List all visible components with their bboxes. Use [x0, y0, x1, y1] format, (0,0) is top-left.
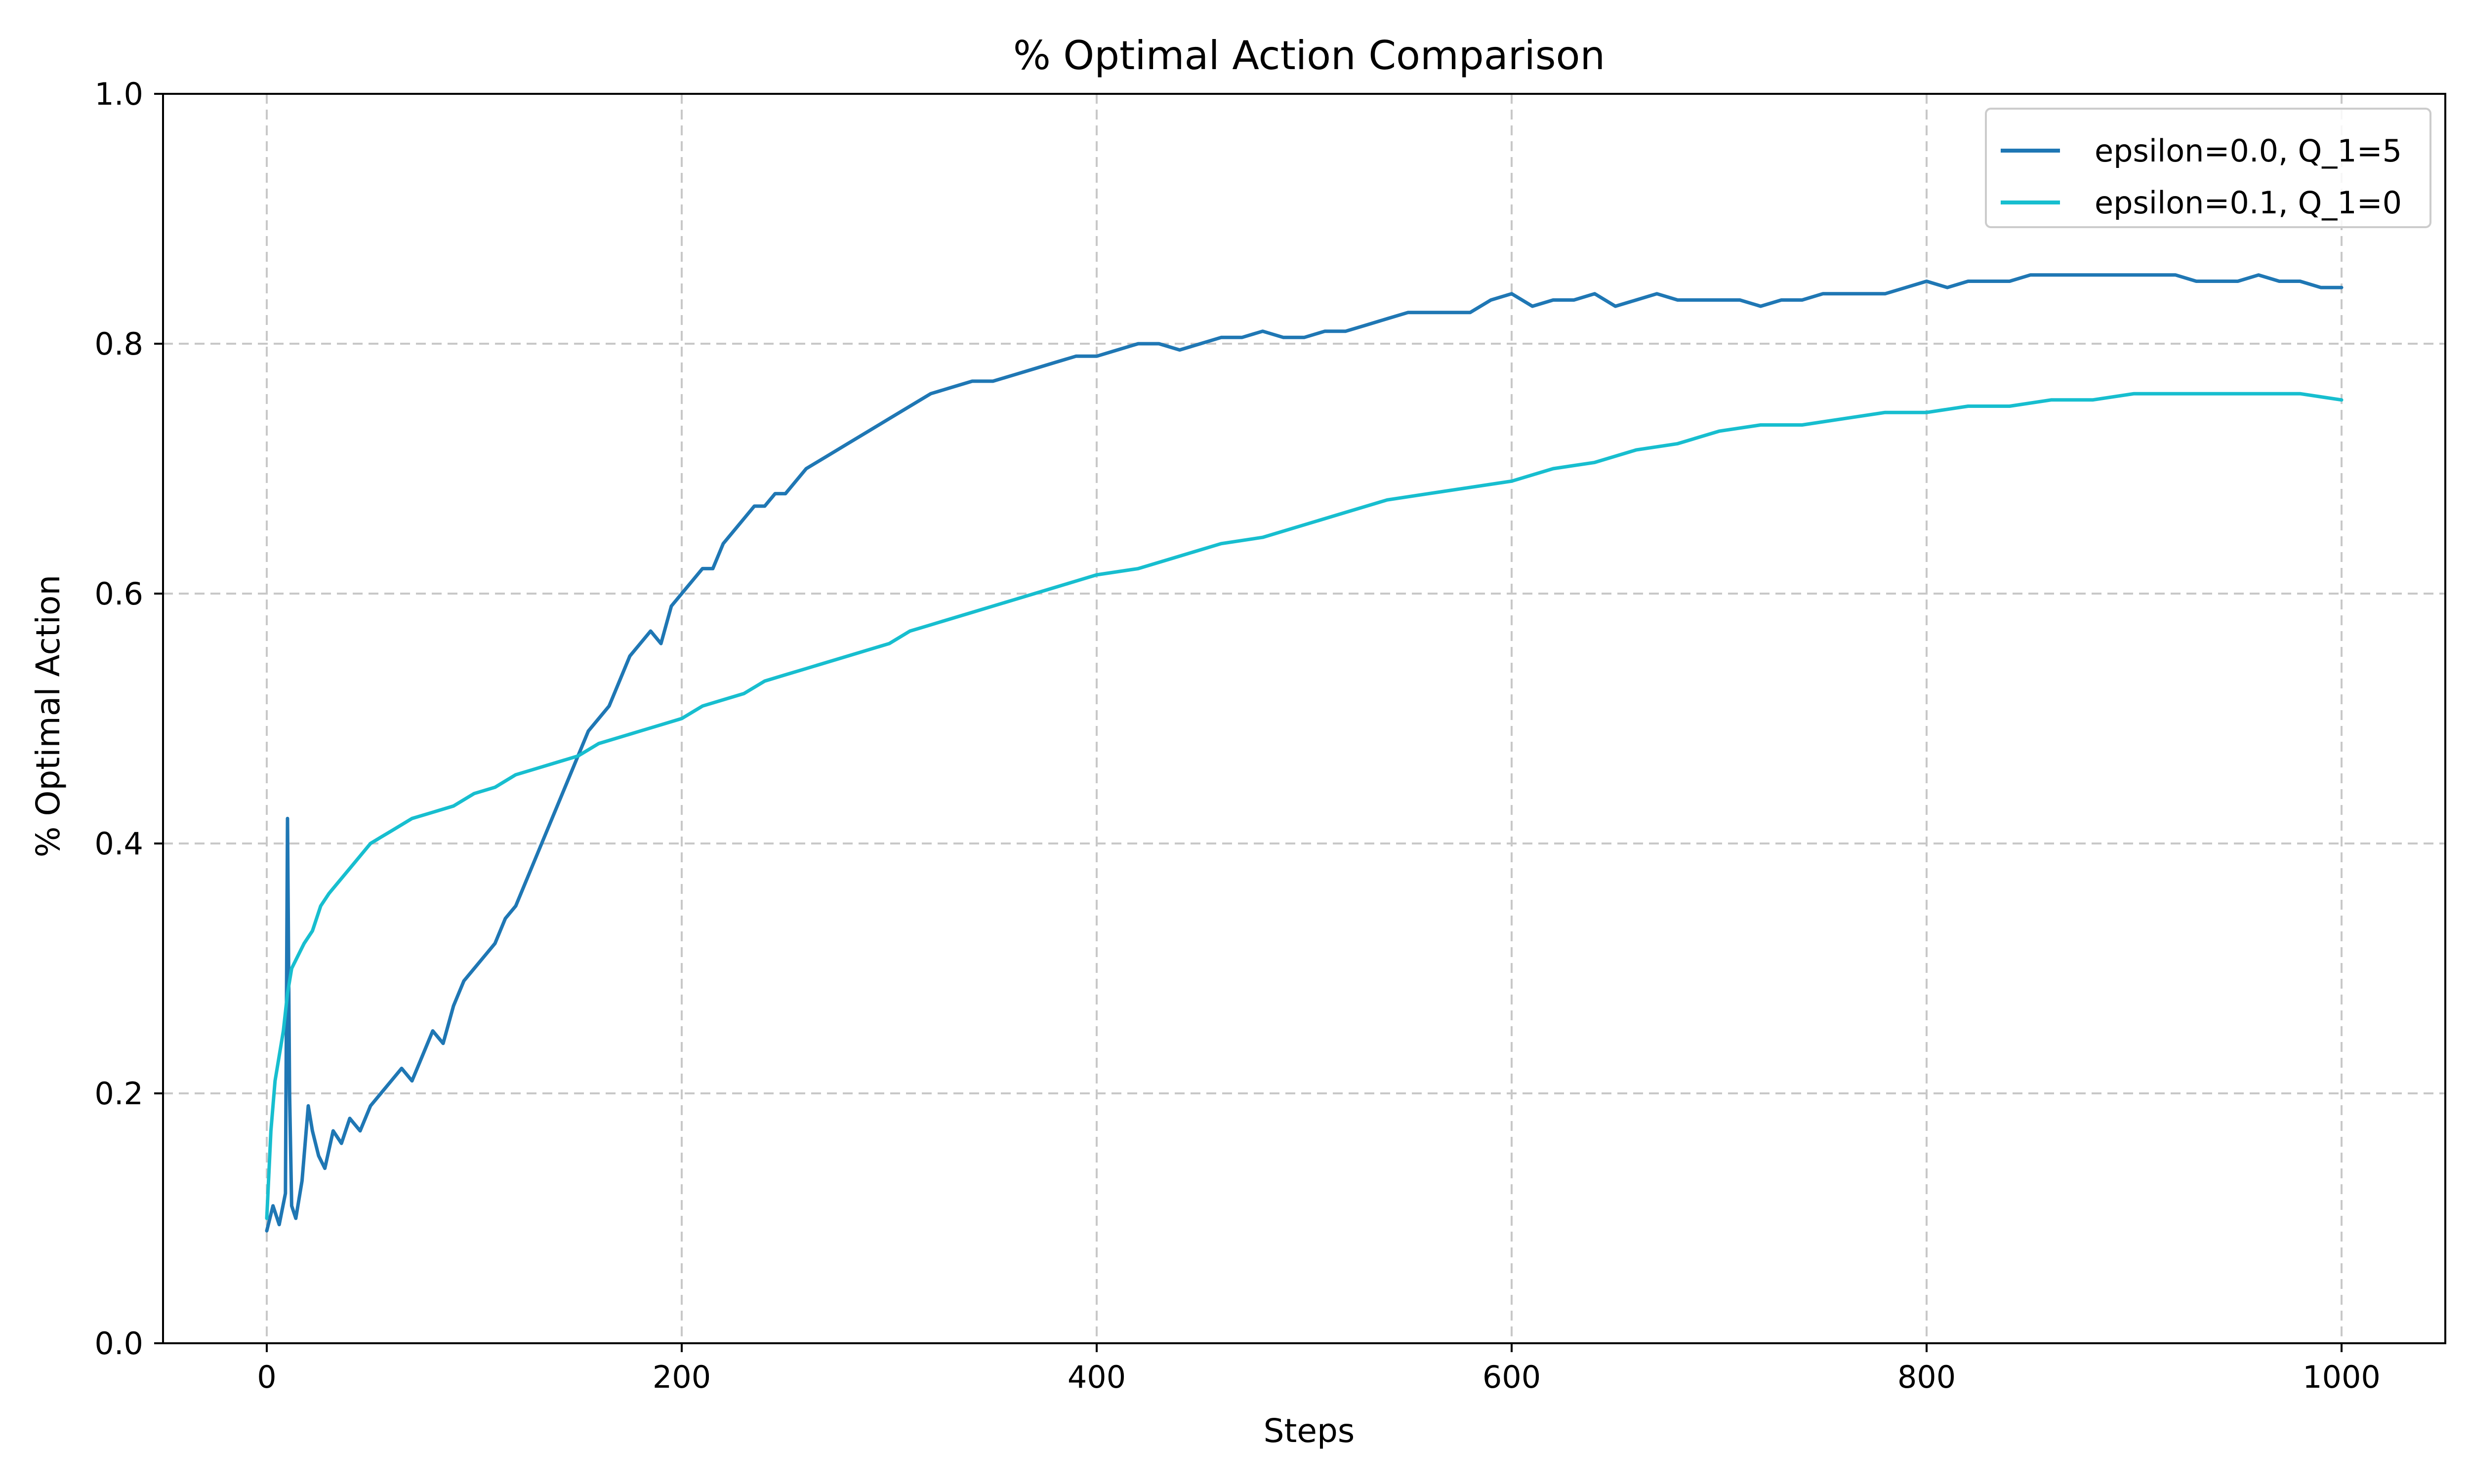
legend-label: epsilon=0.0, Q_1=5 [2095, 133, 2402, 169]
y-tick-label: 1.0 [94, 76, 143, 112]
x-tick-label: 0 [257, 1359, 276, 1395]
x-tick-label: 400 [1068, 1359, 1126, 1395]
x-tick-label: 600 [1482, 1359, 1541, 1395]
y-tick-label: 0.0 [94, 1325, 143, 1362]
plot-frame [162, 93, 2446, 1344]
legend-label: epsilon=0.1, Q_1=0 [2095, 185, 2402, 221]
series-line-epsilon-0-1 [265, 392, 2344, 1220]
x-tick-label: 200 [653, 1359, 711, 1395]
y-axis-label: % Optimal Action [29, 575, 67, 858]
chart-title: % Optimal Action Comparison [1013, 33, 1605, 79]
y-tick-label: 0.8 [94, 326, 143, 362]
x-tick-label: 1000 [2303, 1359, 2381, 1395]
y-tick-label: 0.6 [94, 576, 143, 612]
legend-box [1985, 108, 2431, 228]
series-lines [265, 273, 2344, 1233]
series-line-epsilon-0-0 [265, 273, 2344, 1233]
axis-ticks: 0 200 400 600 800 1000 0.0 0.2 0.4 0.6 0.8 1.0 [94, 76, 2381, 1395]
y-tick-label: 0.4 [94, 826, 143, 862]
x-tick-label: 800 [1897, 1359, 1956, 1395]
x-axis-label: Steps [1264, 1412, 1355, 1450]
legend: epsilon=0.0, Q_1=5 epsilon=0.1, Q_1=0 [1985, 108, 2431, 228]
y-tick-label: 0.2 [94, 1076, 143, 1112]
